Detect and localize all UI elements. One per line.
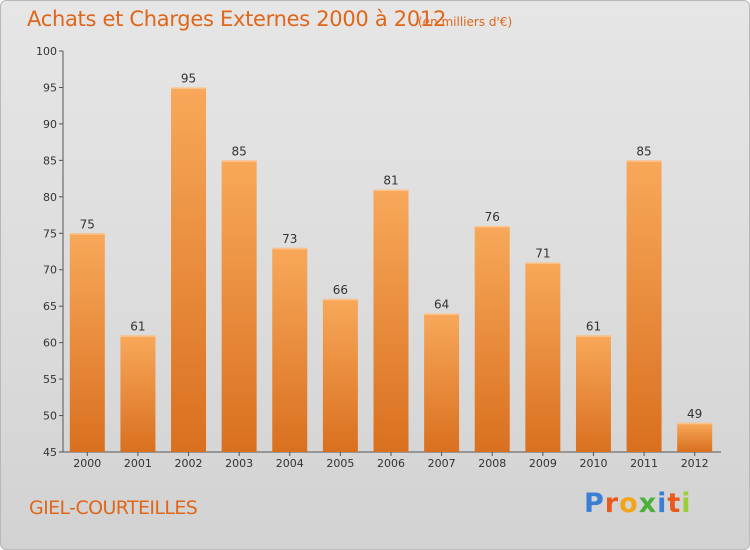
bar-highlight (626, 160, 662, 162)
y-tick-label: 45 (43, 446, 57, 459)
bar (626, 160, 662, 452)
bar-highlight (575, 335, 611, 337)
commune-name: GIEL-COURTEILLES (29, 497, 198, 519)
bar-value-label: 61 (586, 319, 601, 333)
bar-value-label: 76 (485, 210, 500, 224)
bar (424, 313, 460, 452)
x-tick-label: 2004 (276, 457, 304, 470)
bar-highlight (474, 225, 510, 228)
bar (221, 160, 257, 452)
brand-letter: t (667, 488, 682, 519)
bar (272, 247, 308, 452)
chart-subtitle: (en milliers d'€) (418, 15, 513, 29)
x-tick-label: 2011 (630, 457, 658, 470)
x-tick-label: 2008 (478, 457, 506, 470)
bar (373, 189, 409, 452)
y-tick-label: 50 (43, 410, 57, 423)
y-tick-label: 75 (43, 227, 57, 240)
brand-letter: i (681, 488, 692, 519)
bar (474, 225, 510, 452)
bar-highlight (424, 313, 460, 315)
x-tick-label: 2001 (124, 457, 152, 470)
bar (69, 233, 105, 452)
y-tick-label: 95 (43, 81, 57, 94)
bar-highlight (322, 298, 358, 301)
bar-value-label: 66 (333, 283, 348, 297)
brand-letter: P (584, 488, 605, 519)
y-tick-label: 55 (43, 373, 57, 386)
y-tick-label: 65 (43, 300, 57, 313)
bar-value-label: 71 (535, 246, 550, 260)
x-tick-label: 2000 (73, 457, 101, 470)
y-tick-label: 85 (43, 154, 57, 167)
bar-value-label: 85 (636, 144, 651, 158)
bar-highlight (272, 247, 308, 250)
bar-value-label: 61 (130, 319, 145, 333)
bar-highlight (171, 87, 207, 89)
bar (171, 87, 207, 453)
bar (525, 262, 561, 452)
proxiti-logo[interactable]: Proxiti (584, 488, 692, 519)
x-tick-label: 2007 (428, 457, 456, 470)
bar (120, 335, 156, 452)
x-tick-label: 2003 (225, 457, 253, 470)
bar-highlight (525, 262, 561, 264)
bar-value-label: 95 (181, 71, 196, 85)
bar (677, 422, 713, 452)
brand-letter: o (619, 488, 639, 519)
x-tick-label: 2012 (681, 457, 709, 470)
bar-value-label: 81 (383, 174, 398, 188)
x-tick-label: 2005 (326, 457, 354, 470)
bar-highlight (221, 160, 257, 162)
bar-value-label: 73 (282, 232, 297, 246)
y-tick-label: 70 (43, 264, 57, 277)
y-tick-label: 100 (36, 45, 57, 58)
bar-value-label: 75 (80, 217, 95, 231)
bar-value-label: 64 (434, 297, 449, 311)
x-tick-label: 2006 (377, 457, 405, 470)
y-tick-label: 60 (43, 337, 57, 350)
x-tick-label: 2010 (579, 457, 607, 470)
y-tick-label: 90 (43, 118, 57, 131)
x-tick-label: 2002 (175, 457, 203, 470)
bar (322, 298, 358, 452)
bar (575, 335, 611, 452)
bar-highlight (69, 233, 105, 235)
brand-letter: i (657, 488, 668, 519)
plot-area: 45 50 55 60 65 70 75 80 85 90 95 100 75 2000 61 2001 95 2… (36, 45, 721, 470)
brand-letter: r (604, 488, 620, 519)
chart-title: Achats et Charges Externes 2000 à 2012 (27, 7, 447, 31)
bar-highlight (373, 189, 409, 192)
bar-value-label: 49 (687, 407, 702, 421)
bar-highlight (120, 335, 156, 337)
y-tick-label: 80 (43, 191, 57, 204)
bar-highlight (677, 422, 713, 425)
x-tick-label: 2009 (529, 457, 557, 470)
brand-letter: x (638, 488, 658, 519)
bar-value-label: 85 (232, 144, 247, 158)
